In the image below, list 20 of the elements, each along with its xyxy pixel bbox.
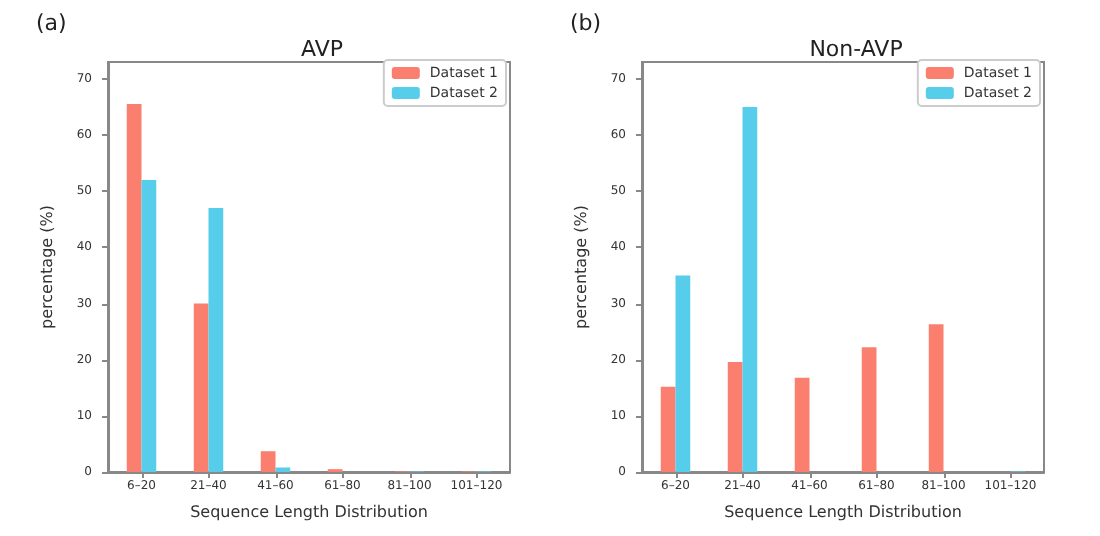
bar xyxy=(193,303,209,472)
x-axis-title: Sequence Length Distribution xyxy=(190,503,428,521)
bar xyxy=(208,208,224,472)
bar xyxy=(794,377,810,472)
bar xyxy=(861,347,877,472)
text: (b) xyxy=(570,10,602,36)
bar xyxy=(675,275,691,472)
bar xyxy=(742,106,758,472)
bar xyxy=(126,104,142,472)
chart-title: AVP xyxy=(301,36,344,62)
bar xyxy=(260,451,276,472)
x-axis-title: Sequence Length Distribution xyxy=(724,503,962,521)
chart-title: Non-AVP xyxy=(809,36,904,62)
bar xyxy=(141,179,157,472)
y-axis-title: percentage (%) xyxy=(571,205,590,329)
bar xyxy=(928,324,944,472)
bar xyxy=(660,386,676,472)
text: (a) xyxy=(36,10,67,36)
bar xyxy=(727,361,743,472)
y-axis-title: percentage (%) xyxy=(37,205,56,329)
